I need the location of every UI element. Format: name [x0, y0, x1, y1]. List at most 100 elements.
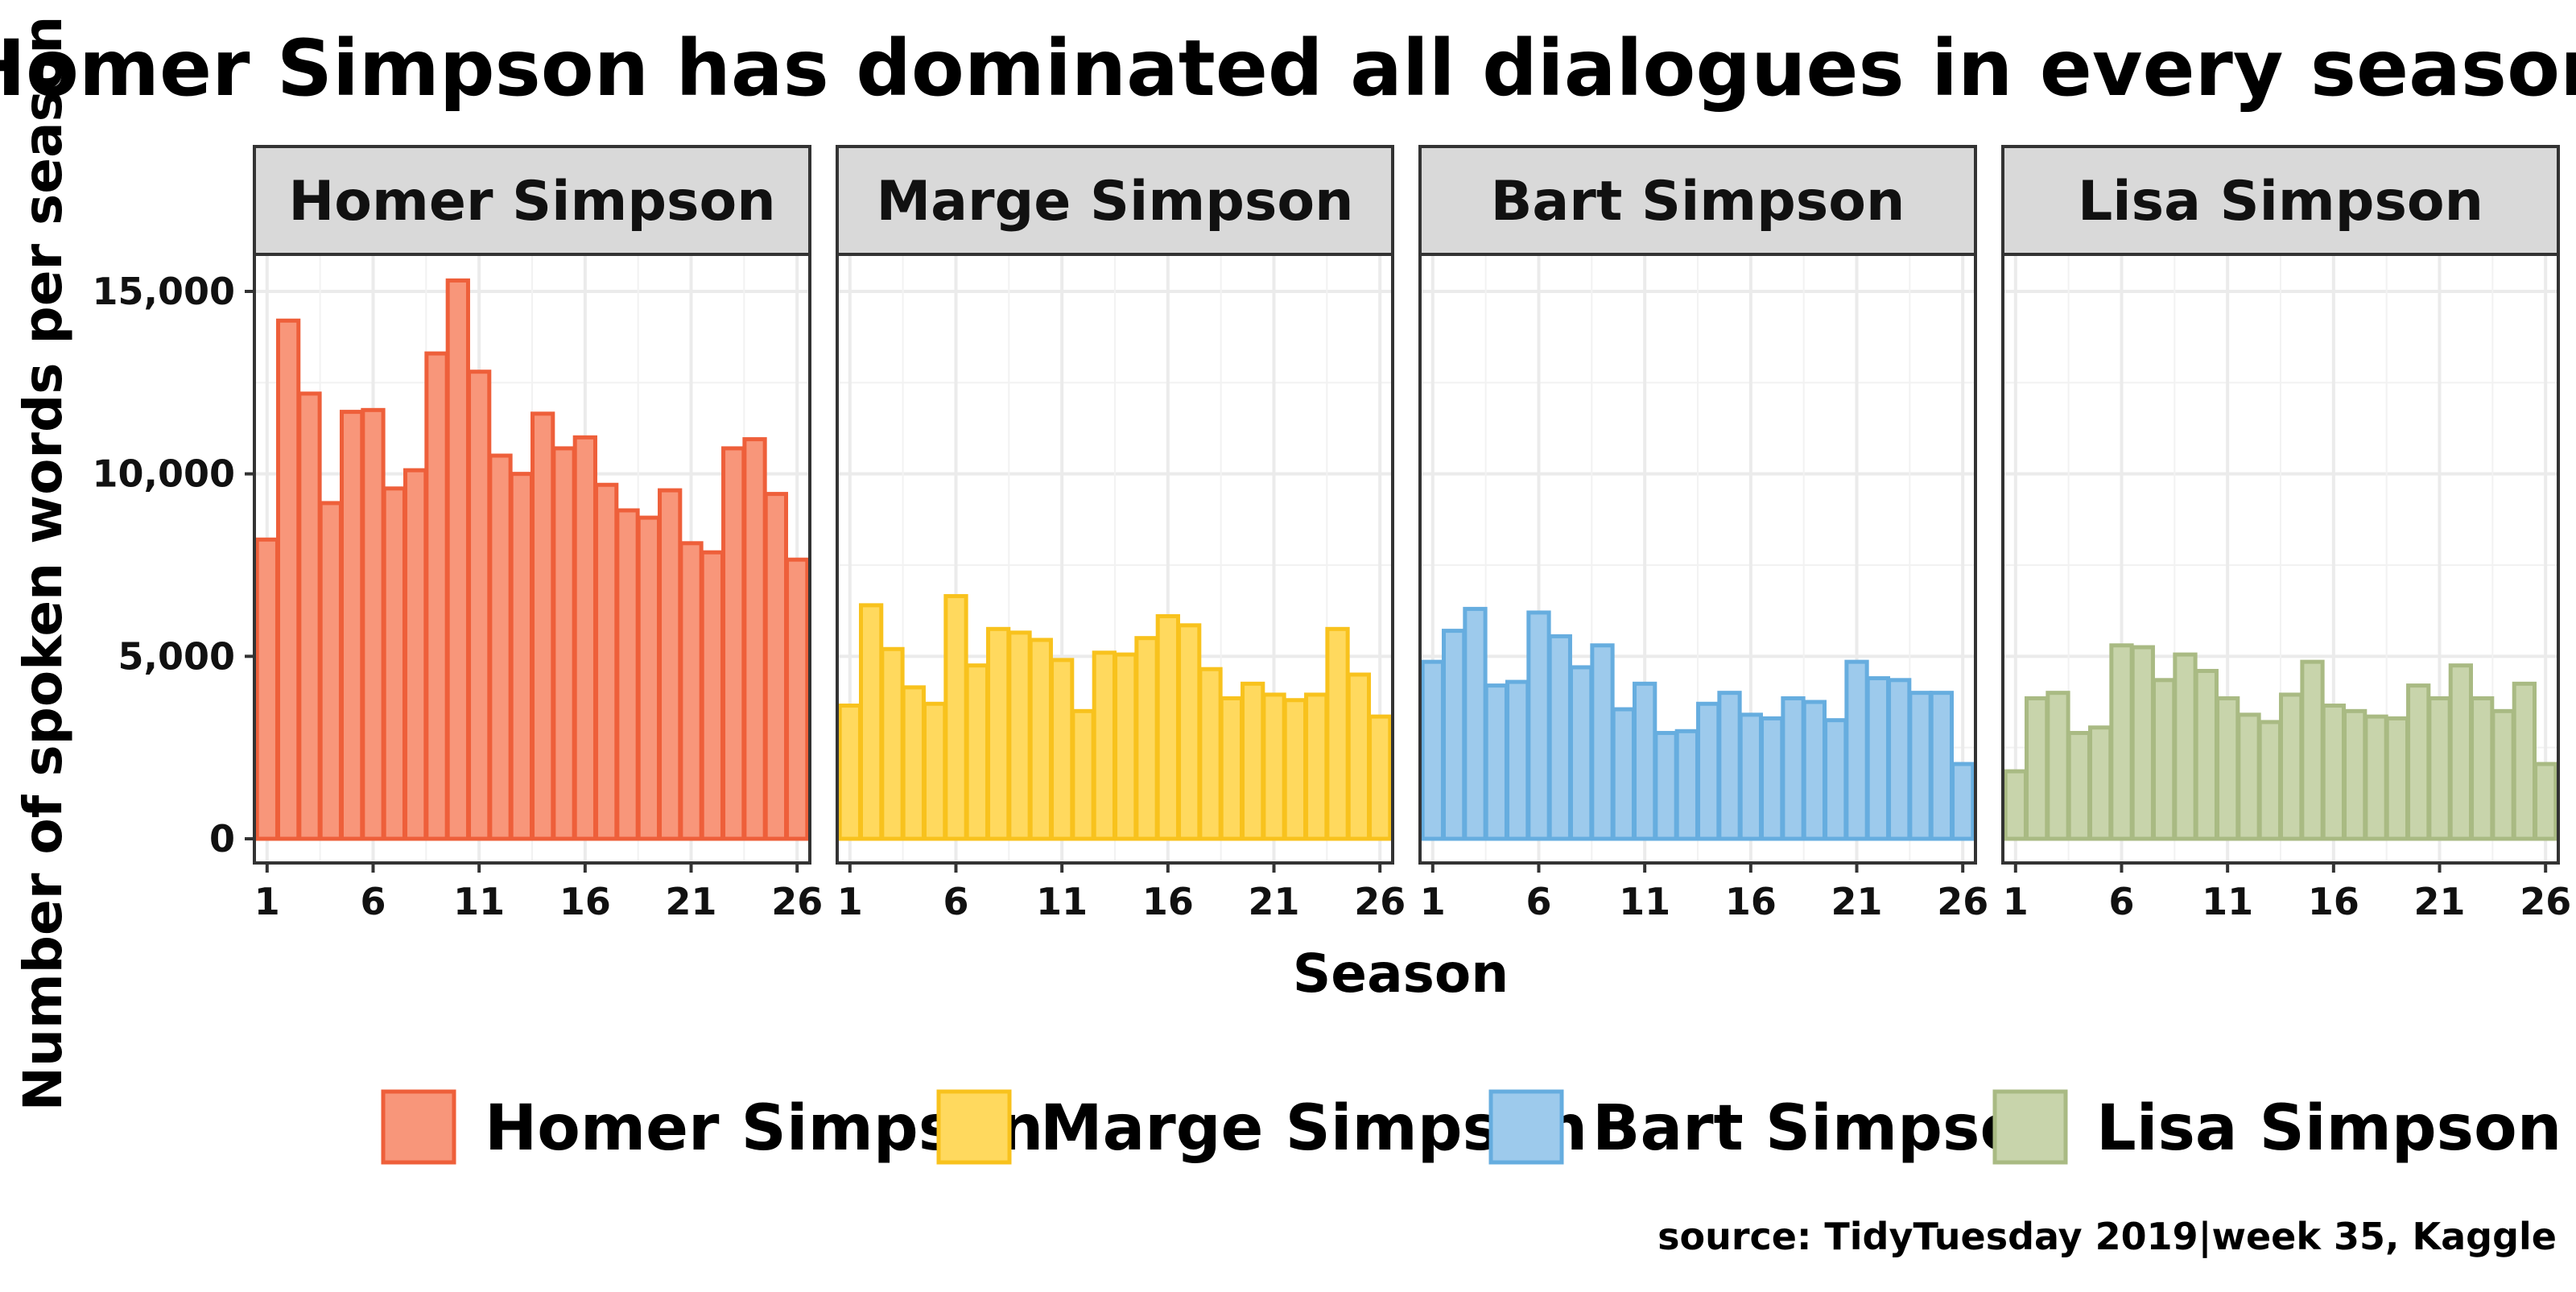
bar-bart-simpson-season-24	[1908, 691, 1933, 841]
panel-border	[1418, 253, 1977, 865]
bar-marge-simpson-season-10	[1028, 638, 1053, 841]
bar-lisa-simpson-season-2	[2024, 696, 2050, 841]
x-tick-label: 26	[771, 880, 823, 923]
y-tick-label: 15,000	[92, 270, 235, 313]
x-tick-label: 21	[666, 880, 717, 923]
bar-homer-simpson-season-8	[403, 468, 428, 841]
y-tick-label: 0	[209, 817, 235, 861]
bar-bart-simpson-season-3	[1463, 606, 1488, 841]
bar-homer-simpson-season-6	[361, 407, 386, 841]
bar-lisa-simpson-season-1	[2003, 769, 2028, 841]
bar-homer-simpson-season-15	[551, 446, 576, 841]
bar-marge-simpson-season-14	[1113, 652, 1138, 841]
bar-marge-simpson-season-25	[1346, 672, 1372, 841]
bar-homer-simpson-season-24	[742, 437, 767, 841]
panel-border	[2001, 253, 2560, 865]
bar-homer-simpson-season-1	[254, 537, 279, 841]
bar-marge-simpson-season-3	[880, 646, 905, 841]
bar-bart-simpson-season-10	[1611, 707, 1636, 841]
bar-bart-simpson-season-25	[1929, 691, 1955, 841]
bar-lisa-simpson-season-6	[2109, 643, 2134, 841]
bar-homer-simpson-season-4	[318, 501, 343, 841]
bar-homer-simpson-season-9	[424, 351, 449, 841]
bar-marge-simpson-season-15	[1134, 636, 1159, 841]
bar-lisa-simpson-season-10	[2194, 668, 2219, 841]
legend-key	[381, 1089, 456, 1165]
bar-marge-simpson-season-12	[1071, 708, 1096, 841]
x-tick-label: 6	[360, 880, 386, 923]
legend-key	[1488, 1089, 1564, 1165]
bar-homer-simpson-season-26	[785, 557, 810, 841]
bar-lisa-simpson-season-14	[2279, 692, 2304, 841]
facet-strip	[2001, 145, 2560, 256]
bar-homer-simpson-season-25	[763, 492, 789, 841]
facet-strip-label: Marge Simpson	[877, 170, 1354, 233]
bar-marge-simpson-season-4	[901, 685, 926, 841]
bar-lisa-simpson-season-24	[2491, 708, 2516, 841]
bar-lisa-simpson-season-22	[2448, 663, 2473, 841]
x-tick-label: 11	[453, 880, 505, 923]
bar-homer-simpson-season-12	[488, 453, 513, 841]
chart-title: Homer Simpson has dominated all dialogue…	[0, 23, 2576, 114]
bar-marge-simpson-season-9	[1007, 630, 1032, 841]
bar-bart-simpson-season-5	[1505, 679, 1530, 841]
bar-lisa-simpson-season-13	[2257, 720, 2282, 841]
bar-homer-simpson-season-21	[679, 541, 704, 841]
bar-bart-simpson-season-18	[1781, 696, 1806, 841]
x-tick-label: 6	[1525, 880, 1551, 923]
bar-bart-simpson-season-13	[1674, 729, 1699, 841]
x-tick-label: 21	[2414, 880, 2466, 923]
bar-homer-simpson-season-10	[445, 278, 470, 841]
bar-homer-simpson-season-17	[594, 482, 619, 841]
bar-marge-simpson-season-21	[1261, 692, 1286, 841]
bar-bart-simpson-season-7	[1547, 634, 1572, 841]
bar-marge-simpson-season-19	[1219, 696, 1244, 841]
bar-bart-simpson-season-21	[1844, 659, 1869, 841]
bar-bart-simpson-season-22	[1865, 676, 1890, 841]
bar-bart-simpson-season-17	[1760, 716, 1785, 841]
facet-strip-label: Homer Simpson	[288, 170, 775, 233]
bar-marge-simpson-season-22	[1282, 698, 1307, 841]
legend-key	[1992, 1089, 2068, 1165]
bar-bart-simpson-season-9	[1590, 643, 1615, 841]
bar-homer-simpson-season-2	[275, 318, 301, 841]
x-tick-label: 21	[1831, 880, 1883, 923]
bar-marge-simpson-season-2	[858, 603, 884, 841]
bar-homer-simpson-season-5	[340, 410, 365, 841]
bar-lisa-simpson-season-16	[2321, 704, 2346, 841]
bar-bart-simpson-season-1	[1420, 659, 1445, 841]
bar-lisa-simpson-season-9	[2173, 652, 2198, 841]
bar-lisa-simpson-season-18	[2363, 714, 2388, 841]
bar-marge-simpson-season-17	[1177, 623, 1202, 841]
bar-marge-simpson-season-24	[1325, 626, 1350, 841]
legend-item-lisa-simpson: Lisa Simpson	[1992, 1089, 2562, 1165]
y-tick-label: 10,000	[92, 452, 235, 496]
bar-lisa-simpson-season-12	[2236, 712, 2261, 841]
bar-homer-simpson-season-19	[636, 515, 661, 841]
facet-strip	[1418, 145, 1977, 256]
bar-marge-simpson-season-16	[1155, 613, 1180, 841]
x-tick-label: 16	[1725, 880, 1777, 923]
bar-homer-simpson-season-16	[572, 435, 597, 841]
bar-bart-simpson-season-20	[1823, 718, 1848, 841]
bar-homer-simpson-season-18	[615, 508, 640, 841]
bar-lisa-simpson-season-11	[2215, 696, 2240, 841]
bar-bart-simpson-season-14	[1696, 701, 1721, 841]
bar-lisa-simpson-season-25	[2512, 681, 2537, 841]
y-axis-title: Number of spoken words per season	[12, 16, 74, 1111]
bar-marge-simpson-season-1	[837, 704, 862, 841]
x-tick-label: 1	[254, 880, 280, 923]
x-tick-label: 21	[1249, 880, 1300, 923]
x-tick-label: 26	[1354, 880, 1406, 923]
x-tick-label: 1	[1420, 880, 1446, 923]
facet-strip-label: Lisa Simpson	[2078, 170, 2483, 233]
bar-bart-simpson-season-16	[1738, 712, 1763, 841]
bar-homer-simpson-season-14	[530, 411, 555, 841]
bar-lisa-simpson-season-8	[2152, 678, 2177, 841]
x-tick-label: 11	[1036, 880, 1088, 923]
